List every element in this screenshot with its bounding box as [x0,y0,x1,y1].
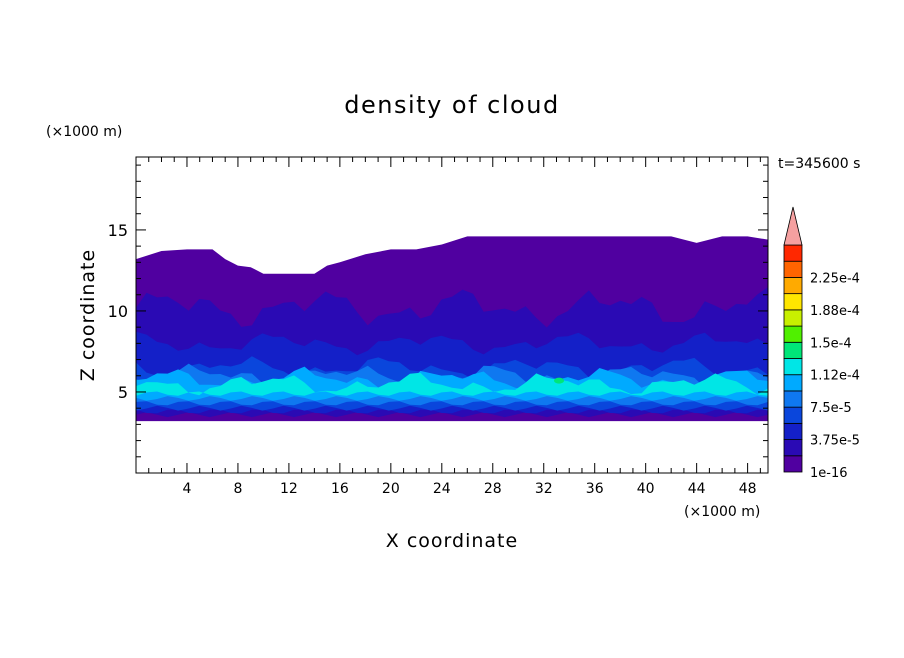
colorbar-swatch [783,439,803,457]
colorbar-swatch [783,358,803,376]
colorbar-swatch [783,422,803,440]
time-label: t=345600 s [778,156,860,172]
x-tick-label: 12 [280,481,298,497]
y-axis-label: Z coordinate [77,249,99,381]
colorbar-swatch [783,374,803,392]
colorbar-swatch [783,390,803,408]
chart-title: density of cloud [344,91,559,119]
x-tick-label: 44 [688,481,706,497]
y-tick-label: 15 [108,221,128,240]
y-axis: 5 10 15 [108,164,768,458]
colorbar-tick-label: 1.12e-4 [810,369,860,384]
x-tick-label: 16 [331,481,349,497]
colorbar-swatch [783,406,803,424]
y-axis-unit: (×1000 m) [46,124,122,140]
y-tick-label: 5 [118,383,128,402]
y-tick-label: 10 [108,302,128,321]
x-tick-label: 28 [484,481,502,497]
x-axis-unit: (×1000 m) [684,504,760,520]
x-tick-label: 8 [233,481,242,497]
x-tick-label: 32 [535,481,553,497]
colorbar-swatch [783,260,803,278]
colorbar-tick-label: 3.75e-5 [810,434,860,449]
density-peak [554,377,565,384]
x-tick-label: 48 [739,481,757,497]
cloud-density-field [136,236,768,422]
x-axis: 4 8 12 16 20 24 28 32 36 40 44 48 [148,157,761,497]
colorbar-overflow-arrow [783,206,803,246]
colorbar-tick-label: 2.25e-4 [810,271,860,286]
x-tick-label: 24 [433,481,451,497]
colorbar-swatch [783,325,803,343]
x-tick-label: 40 [637,481,655,497]
colorbar-swatch [783,455,803,473]
colorbar-swatch [783,341,803,359]
x-axis-label: X coordinate [386,530,518,552]
x-tick-label: 20 [382,481,400,497]
contour-band-level-6 [136,372,768,396]
plot-frame [135,156,769,474]
x-tick-label: 4 [183,481,192,497]
x-tick-label: 36 [586,481,604,497]
colorbar-swatch [783,277,803,295]
colorbar-swatch [783,244,803,262]
colorbar: 1e-16 3.75e-5 7.5e-5 1.12e-4 1.5e-4 1.88e-4 2.… [783,206,860,481]
colorbar-tick-label: 1.88e-4 [810,304,860,319]
colorbar-tick-label: 1.5e-4 [810,336,852,351]
colorbar-tick-label: 1e-16 [810,466,848,481]
colorbar-swatch [783,293,803,311]
colorbar-swatch [783,309,803,327]
colorbar-tick-label: 7.5e-5 [810,401,852,416]
